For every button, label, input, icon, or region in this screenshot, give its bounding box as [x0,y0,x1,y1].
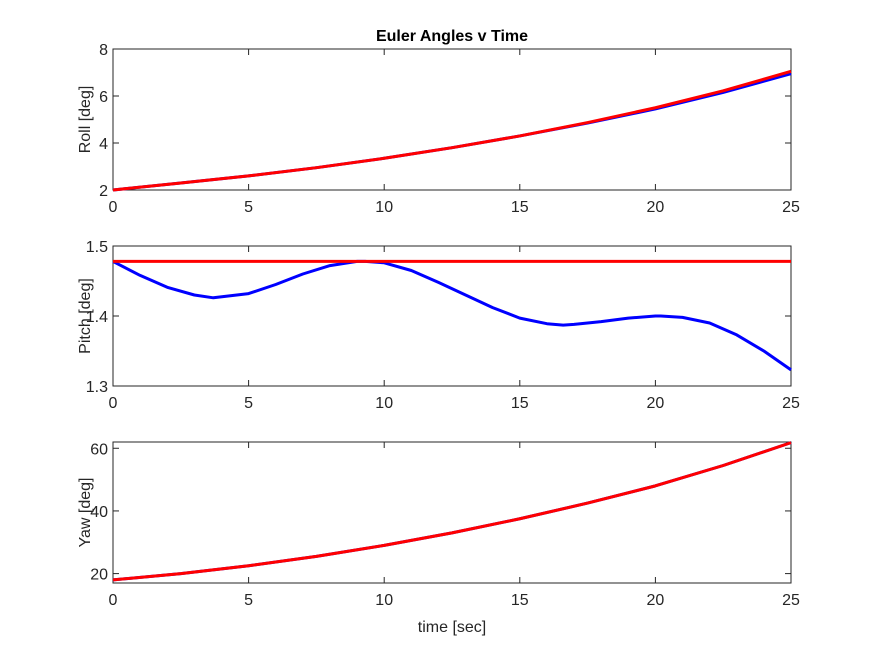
yaw-x-tick-label: 0 [109,592,118,609]
roll-y-tick-label: 2 [99,183,108,200]
roll-x-tick-label: 10 [375,199,393,216]
pitch-series-blue-line [112,259,792,372]
pitch-y-tick-label: 1.3 [86,379,108,396]
yaw-x-tick-label: 10 [375,592,393,609]
pitch-x-tick-label: 20 [647,395,665,412]
yaw-x-tick-label: 25 [782,592,800,609]
pitch-x-tick-label: 0 [109,395,118,412]
pitch-subplot: 0 5 10 15 20 25 1.3 1.4 1.5 Pitch [deg] [77,239,800,412]
yaw-x-tick-label: 5 [244,592,253,609]
roll-x-tick-label: 15 [511,199,529,216]
yaw-y-tick-label: 40 [90,504,108,521]
roll-y-axis-label: Roll [deg] [77,86,94,154]
roll-y-tick-label: 8 [99,42,108,59]
pitch-axes-box [112,245,792,387]
yaw-x-axis-label: time [sec] [418,619,486,636]
pitch-y-tick-label: 1.5 [86,239,108,256]
roll-y-tick-label: 6 [99,89,108,106]
yaw-y-tick-label: 20 [90,567,108,584]
roll-x-tick-label: 5 [244,199,253,216]
chart-title: Euler Angles v Time [376,28,528,45]
yaw-axes-box [112,441,792,584]
roll-x-tick-label: 25 [782,199,800,216]
pitch-x-tick-label: 15 [511,395,529,412]
subplots-container: 0 5 10 15 20 25 2 4 6 8 Roll [deg] 0 5 10 15 20 25 1.3 1.4… [77,42,800,636]
pitch-x-tick-label: 5 [244,395,253,412]
roll-subplot: 0 5 10 15 20 25 2 4 6 8 Roll [deg] [77,42,800,216]
roll-y-tick-label: 4 [99,136,108,153]
roll-axes-box [112,48,792,191]
pitch-x-tick-label: 10 [375,395,393,412]
pitch-y-tick-label: 1.4 [86,309,108,326]
yaw-x-tick-label: 15 [511,592,529,609]
pitch-x-tick-label: 25 [782,395,800,412]
yaw-subplot: 0 5 10 15 20 25 20 40 60 Yaw [deg] time [sec] [77,441,800,636]
roll-x-tick-label: 20 [647,199,665,216]
yaw-y-tick-label: 60 [90,441,108,458]
roll-x-tick-label: 0 [109,199,118,216]
yaw-x-tick-label: 20 [647,592,665,609]
roll-series-red-line [112,69,792,192]
pitch-y-axis-label: Pitch [deg] [77,278,94,354]
yaw-series-red-line [112,441,792,582]
yaw-y-axis-label: Yaw [deg] [77,478,94,548]
